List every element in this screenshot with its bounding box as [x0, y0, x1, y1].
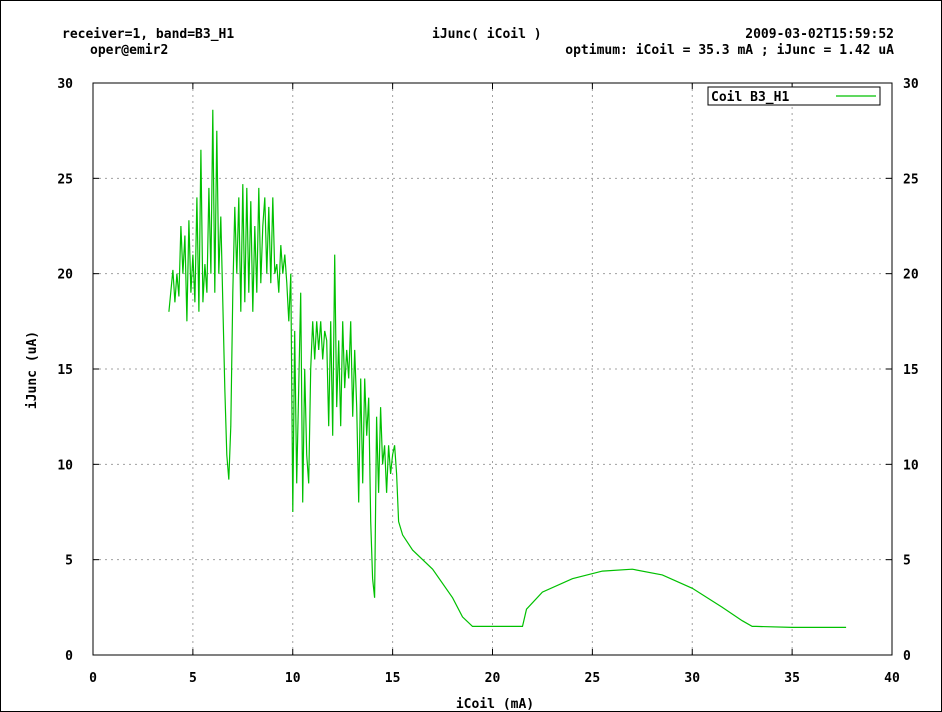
- x-tick-label: 35: [784, 671, 800, 686]
- y-tick-label-right: 25: [903, 172, 919, 187]
- y-tick-label: 0: [65, 649, 73, 664]
- y-tick-label-right: 30: [903, 77, 919, 92]
- x-tick-label: 5: [189, 671, 197, 686]
- x-axis-label: iCoil (mA): [456, 697, 534, 712]
- y-tick-label-right: 15: [903, 363, 919, 378]
- x-tick-label: 25: [585, 671, 601, 686]
- x-tick-label: 10: [285, 671, 301, 686]
- legend-label: Coil B3_H1: [711, 90, 789, 105]
- series-line-coil-b3-h1: [168, 109, 847, 628]
- x-tick-label: 0: [89, 671, 97, 686]
- optimum-label: optimum: iCoil = 35.3 mA ; iJunc = 1.42 …: [565, 43, 894, 58]
- y-tick-label: 15: [57, 363, 73, 378]
- x-tick-label: 20: [485, 671, 501, 686]
- x-tick-label: 40: [884, 671, 900, 686]
- chart-title: iJunc( iCoil ): [432, 27, 542, 42]
- legend: Coil B3_H1: [707, 86, 881, 106]
- y-tick-label-right: 10: [903, 458, 919, 473]
- y-tick-label: 5: [65, 554, 73, 569]
- y-axis-label: iJunc (uA): [25, 331, 40, 409]
- receiver-band-label: receiver=1, band=B3_H1: [62, 27, 235, 42]
- x-tick-label: 15: [385, 671, 401, 686]
- operator-label: oper@emir2: [90, 43, 169, 58]
- y-tick-label: 30: [57, 77, 73, 92]
- y-tick-label-right: 0: [903, 649, 911, 664]
- timestamp-label: 2009-03-02T15:59:52: [745, 27, 894, 42]
- x-tick-label: 30: [684, 671, 700, 686]
- grid-lines: [93, 83, 892, 655]
- y-tick-label: 10: [57, 458, 73, 473]
- plot-border: [92, 82, 893, 656]
- y-tick-label: 25: [57, 172, 73, 187]
- axes: [92, 82, 893, 656]
- legend-box: [707, 86, 881, 106]
- y-tick-label: 20: [57, 268, 73, 283]
- y-tick-label-right: 5: [903, 554, 911, 569]
- y-tick-label-right: 20: [903, 268, 919, 283]
